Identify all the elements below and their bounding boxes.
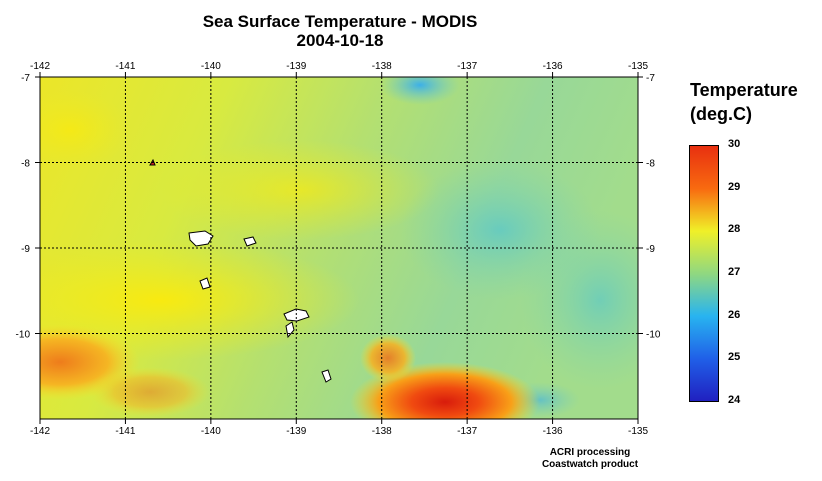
longitude-label-top: -135	[628, 61, 648, 72]
latitude-label-right: -9	[646, 244, 655, 255]
longitude-label-top: -139	[286, 61, 306, 72]
colorbar-tick-label: 26	[728, 308, 741, 321]
longitude-label-top: -138	[372, 61, 392, 72]
axis-labels: -142 -142 -141 -141 -140 -140 -139 -139 -138 -138…	[16, 61, 661, 437]
credit-product: Coastwatch product	[541, 459, 639, 470]
colorbar-tick-label: 30	[728, 138, 741, 150]
longitude-label-top: -140	[201, 61, 221, 72]
longitude-label-bottom: -137	[457, 426, 477, 437]
longitude-label-bottom: -142	[30, 426, 50, 437]
longitude-label-top: -142	[30, 61, 50, 72]
latitude-label-left: -10	[16, 330, 31, 341]
longitude-label-top: -137	[457, 61, 477, 72]
colorbar-tick-label: 25	[728, 351, 741, 364]
map-title: Sea Surface Temperature - MODIS	[202, 12, 478, 31]
map-date: 2004-10-18	[296, 31, 384, 50]
longitude-label-bottom: -139	[286, 426, 306, 437]
map-frame	[39, 76, 639, 420]
colorbar-tick-label: 24	[728, 394, 741, 406]
legend-units: (deg.C)	[690, 104, 752, 124]
longitude-label-bottom: -140	[201, 426, 221, 437]
latitude-label-right: -7	[646, 73, 655, 84]
legend-title: Temperature	[690, 80, 798, 100]
longitude-label-top: -136	[543, 61, 563, 72]
graticule	[35, 72, 643, 424]
latitude-label-right: -8	[646, 159, 655, 170]
longitude-label-top: -141	[115, 61, 135, 72]
credit-processing: ACRI processing	[549, 447, 631, 458]
colorbar-tick-label: 29	[728, 180, 741, 193]
colorbar	[689, 145, 719, 402]
longitude-label-bottom: -136	[543, 426, 563, 437]
longitude-label-bottom: -138	[372, 426, 392, 437]
colorbar-tick-label: 28	[728, 223, 741, 236]
latitude-label-left: -7	[21, 73, 30, 84]
latitude-label-left: -9	[21, 244, 30, 255]
latitude-label-left: -8	[21, 159, 30, 170]
colorbar-tick-label: 27	[728, 266, 741, 278]
latitude-label-right: -10	[646, 330, 661, 341]
longitude-label-bottom: -141	[115, 426, 135, 437]
longitude-label-bottom: -135	[628, 426, 648, 437]
sst-field	[40, 77, 638, 419]
